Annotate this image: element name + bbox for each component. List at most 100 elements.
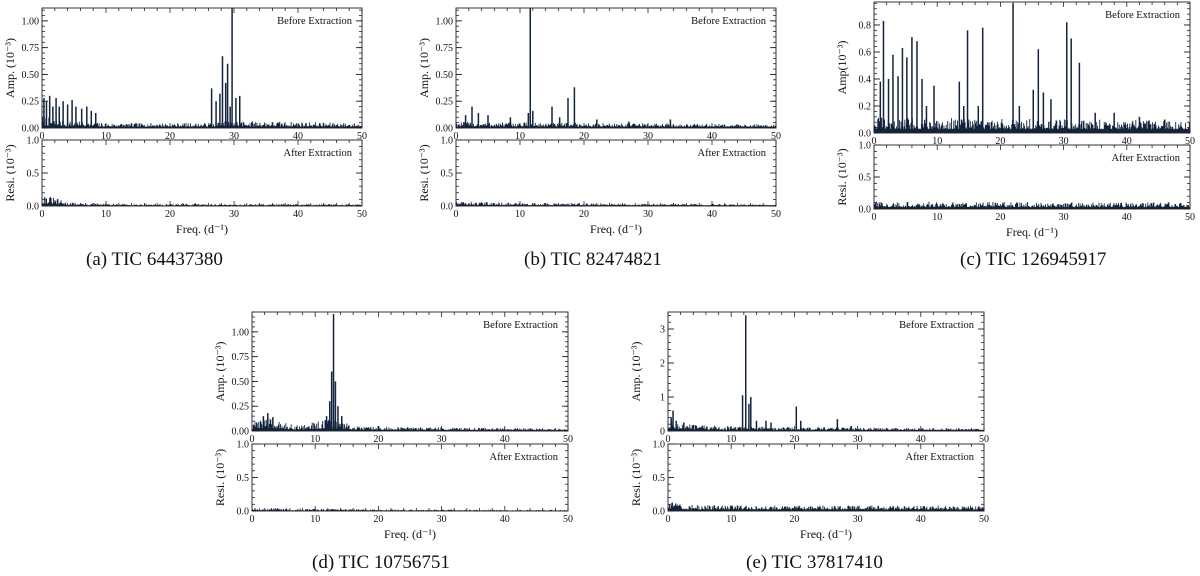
bottom-ytick-c-0: 0.0 — [859, 205, 872, 216]
top-ylabel-e: Amp. (10⁻³) — [629, 342, 643, 402]
top-ytick-c-2: 0.4 — [859, 74, 872, 85]
top-frame-e — [667, 311, 985, 432]
top-xtick-d-4: 40 — [500, 434, 510, 445]
top-xtick-a-3: 30 — [229, 131, 239, 142]
top-xtick-a-4: 40 — [293, 131, 303, 142]
top-xtick-c-4: 40 — [1122, 136, 1132, 147]
top-ytick-c-1: 0.2 — [859, 101, 872, 112]
bottom-xtick-c-5: 50 — [1185, 212, 1195, 223]
top-ylabel-d: Amp. (10⁻³) — [213, 342, 227, 402]
top-annotation-a: Before Extraction — [277, 16, 353, 27]
bottom-ytick-c-2: 1.0 — [859, 141, 872, 152]
top-ytick-b-2: 0.50 — [436, 70, 454, 81]
top-floor-e — [668, 429, 984, 431]
top-ytick-b-3: 0.75 — [436, 43, 454, 54]
bottom-ylabel-b: Resi. (10⁻³) — [417, 144, 431, 201]
bottom-ytick-b-0: 0.0 — [441, 202, 454, 213]
caption-c: (c) TIC 126945917 — [960, 249, 1107, 270]
top-ytick-e-1: 1 — [660, 393, 665, 404]
bottom-ytick-a-1: 0.5 — [27, 169, 40, 180]
bottom-ylabel-d: Resi. (10⁻³) — [213, 449, 227, 506]
xlabel-b: Freq. (d⁻¹) — [590, 222, 642, 236]
bottom-annotation-d: After Extraction — [489, 452, 558, 463]
top-ytick-d-1: 0.25 — [232, 402, 250, 413]
bottom-ylabel-c: Resi. (10⁻³) — [835, 148, 849, 205]
top-ytick-d-2: 0.50 — [232, 377, 250, 388]
top-xtick-c-1: 10 — [932, 136, 942, 147]
top-xtick-b-2: 20 — [579, 131, 589, 142]
bottom-xtick-c-2: 20 — [995, 212, 1005, 223]
bottom-xtick-b-3: 30 — [643, 209, 653, 220]
top-plot-a: 0 10 20 30 40 50 0.00 0.25 0.50 0.75 1.00 Amp. (10⁻… — [3, 7, 367, 142]
top-xtick-d-5: 50 — [563, 434, 573, 445]
top-plot-b: 0 10 20 30 40 50 0.00 0.25 0.50 0.75 1.00 Amp. (10⁻… — [417, 7, 781, 142]
top-xtick-a-1: 10 — [101, 131, 111, 142]
top-ytick-e-2: 2 — [660, 359, 665, 370]
top-xtick-b-5: 50 — [771, 131, 781, 142]
top-frame-a — [41, 7, 363, 129]
bottom-plot-b: 0 10 20 30 40 50 0.0 0.5 1.0 Resi. (10⁻³) After Ex… — [417, 136, 781, 237]
top-xtick-c-0: 0 — [872, 136, 877, 147]
top-ytick-d-0: 0.00 — [232, 427, 250, 438]
panel-e: 0 10 20 30 40 50 0 1 2 3 Amp. (10⁻³) Before Extract… — [626, 310, 1006, 576]
top-plot-e: 0 10 20 30 40 50 0 1 2 3 Amp. (10⁻³) Before Extract… — [629, 311, 989, 445]
bottom-ytick-d-2: 1.0 — [237, 440, 250, 451]
bottom-ylabel-a: Resi. (10⁻³) — [3, 144, 17, 201]
top-xtick-a-5: 50 — [357, 131, 367, 142]
bottom-ytick-e-2: 1.0 — [653, 440, 666, 451]
xlabel-e: Freq. (d⁻¹) — [800, 527, 852, 541]
top-ytick-a-1: 0.25 — [22, 97, 40, 108]
bottom-xtick-e-0: 0 — [666, 514, 671, 525]
top-noise-d — [251, 418, 569, 431]
bottom-ytick-e-0: 0.0 — [653, 507, 666, 518]
bottom-plot-e: 0 10 20 30 40 50 0.0 0.5 1.0 Resi. (10⁻³) After Ex… — [629, 440, 989, 542]
bottom-xtick-a-5: 50 — [357, 209, 367, 220]
top-frame-c — [873, 1, 1191, 134]
top-ytick-a-4: 1.00 — [22, 16, 40, 27]
bottom-xtick-b-5: 50 — [771, 209, 781, 220]
top-xtick-b-4: 40 — [707, 131, 717, 142]
bottom-xtick-a-2: 20 — [165, 209, 175, 220]
bottom-xtick-b-0: 0 — [454, 209, 459, 220]
bottom-xtick-a-0: 0 — [40, 209, 45, 220]
top-xtick-d-2: 20 — [373, 434, 383, 445]
top-xtick-d-3: 30 — [437, 434, 447, 445]
top-noise-a — [41, 117, 363, 128]
top-ytick-d-3: 0.75 — [232, 352, 250, 363]
xlabel-c: Freq. (d⁻¹) — [1006, 225, 1058, 239]
top-xtick-a-0: 0 — [40, 131, 45, 142]
bottom-xtick-e-4: 40 — [916, 514, 926, 525]
top-ytick-b-1: 0.25 — [436, 97, 454, 108]
bottom-xtick-e-3: 30 — [853, 514, 863, 525]
top-ytick-c-3: 0.6 — [859, 47, 872, 58]
chart-c: 0 10 20 30 40 50 0.0 0.2 0.4 0.6 0.8 Amp(10⁻³) Befor… — [835, 1, 1195, 240]
bottom-annotation-a: After Extraction — [283, 148, 352, 159]
top-ytick-c-0: 0.0 — [859, 129, 872, 140]
bottom-ylabel-e: Resi. (10⁻³) — [629, 449, 643, 506]
panel-d: 0 10 20 30 40 50 0.00 0.25 0.50 0.75 1.00 Amp. (10⁻… — [210, 310, 590, 576]
panel-a: 0 10 20 30 40 50 0.00 0.25 0.50 0.75 1.00 Amp. (10⁻… — [0, 0, 380, 290]
top-floor-b — [456, 126, 776, 128]
top-xtick-b-1: 10 — [515, 131, 525, 142]
top-plot-d: 0 10 20 30 40 50 0.00 0.25 0.50 0.75 1.00 Amp. (10⁻… — [213, 311, 573, 445]
top-xtick-c-2: 20 — [995, 136, 1005, 147]
bottom-xtick-c-0: 0 — [872, 212, 877, 223]
top-ytick-b-0: 0.00 — [436, 124, 454, 135]
bottom-xtick-a-1: 10 — [101, 209, 111, 220]
xlabel-d: Freq. (d⁻¹) — [384, 527, 436, 541]
bottom-xtick-c-1: 10 — [932, 212, 942, 223]
top-ylabel-a: Amp. (10⁻³) — [3, 38, 17, 98]
bottom-xtick-d-0: 0 — [250, 514, 255, 525]
top-ytick-b-4: 1.00 — [436, 16, 454, 27]
top-ytick-a-0: 0.00 — [22, 124, 40, 135]
top-xtick-e-5: 50 — [979, 434, 989, 445]
bottom-annotation-b: After Extraction — [697, 148, 766, 159]
top-plot-c: 0 10 20 30 40 50 0.0 0.2 0.4 0.6 0.8 Amp(10⁻³) Befor… — [835, 1, 1195, 147]
top-annotation-e: Before Extraction — [899, 320, 975, 331]
bottom-ytick-a-2: 1.0 — [27, 136, 40, 147]
bottom-plot-c: 0 10 20 30 40 50 0.0 0.5 1.0 Resi. (10⁻³) After Ex… — [835, 141, 1195, 240]
top-annotation-c: Before Extraction — [1105, 10, 1181, 21]
